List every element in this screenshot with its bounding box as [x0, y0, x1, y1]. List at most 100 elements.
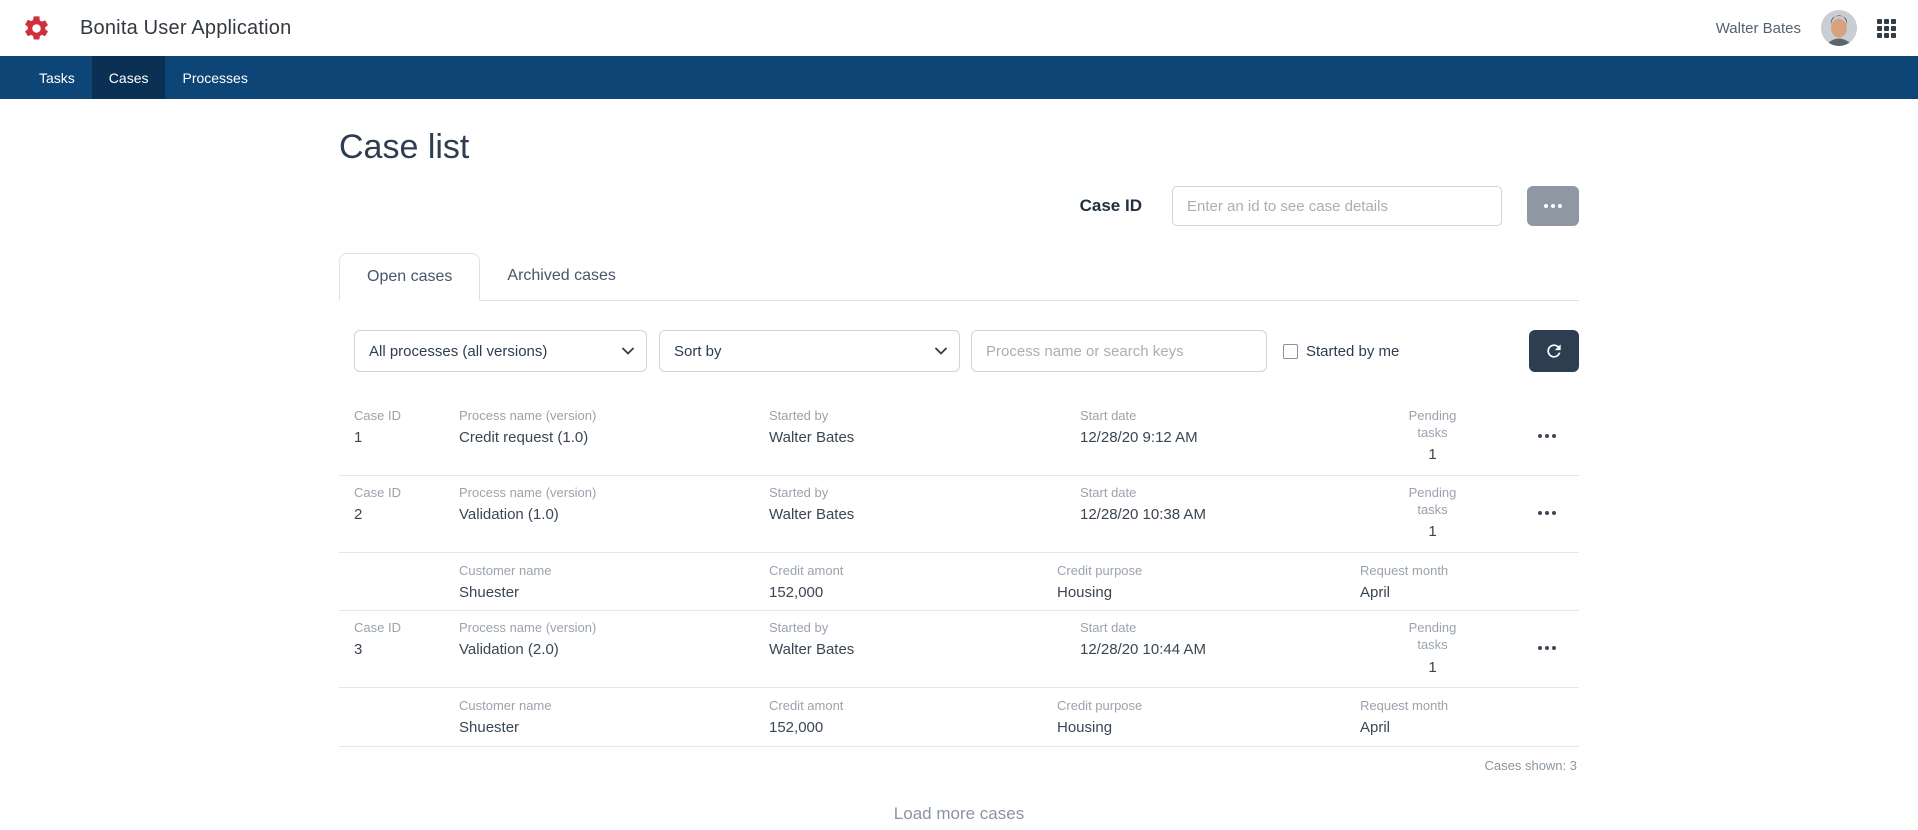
- column-label-case-id: Case ID: [354, 484, 401, 500]
- sort-by-select[interactable]: Sort by: [659, 330, 960, 372]
- column-label-pending-tasks: Pending tasks: [1408, 484, 1457, 517]
- started-by-me-label[interactable]: Started by me: [1306, 342, 1400, 360]
- customer-name-value: Shuester: [459, 719, 520, 737]
- main-navbar: Tasks Cases Processes: [0, 56, 1918, 99]
- cell-process-name: Process name (version) Validation (1.0): [459, 484, 769, 525]
- customer-name-value: Shuester: [459, 583, 520, 601]
- column-label-start-date: Start date: [1080, 484, 1137, 500]
- cell-pending-tasks: Pending tasks 1: [1350, 619, 1515, 677]
- case-actions-menu-button[interactable]: [1530, 638, 1564, 658]
- cell-process-name: Process name (version) Credit request (1…: [459, 407, 769, 448]
- nav-item-tasks[interactable]: Tasks: [39, 69, 75, 86]
- case-id-search-row: Case ID: [339, 186, 1579, 226]
- user-avatar[interactable]: [1821, 10, 1857, 46]
- cell-started-by: Started by Walter Bates: [769, 407, 1080, 448]
- case-details-row: Customer name Shuester Credit amont 152,…: [339, 688, 1579, 747]
- top-bar-right: Walter Bates: [1716, 10, 1896, 46]
- process-name-value: Validation (1.0): [459, 505, 559, 523]
- column-label-pending-tasks: Pending tasks: [1408, 620, 1457, 653]
- started-by-me-checkbox[interactable]: [1283, 343, 1298, 359]
- case-row: Case ID 3 Process name (version) Validat…: [339, 611, 1579, 747]
- refresh-icon: [1544, 341, 1564, 361]
- tab-archived-cases[interactable]: Archived cases: [507, 267, 616, 284]
- column-label-credit-amount: Credit amont: [769, 562, 844, 578]
- cell-pending-tasks: Pending tasks 1: [1350, 407, 1515, 465]
- column-label-started-by: Started by: [769, 620, 829, 636]
- column-label-request-month: Request month: [1360, 562, 1449, 578]
- case-id-label: Case ID: [1079, 196, 1142, 215]
- case-list: Case ID 1 Process name (version) Credit …: [339, 399, 1579, 773]
- cell-credit-amount: Credit amont 152,000: [769, 562, 1057, 603]
- pending-tasks-value: 1: [1428, 523, 1437, 541]
- case-actions-menu-button[interactable]: [1530, 503, 1564, 523]
- apps-grid-icon[interactable]: [1877, 18, 1896, 38]
- case-id-more-button[interactable]: [1527, 186, 1579, 226]
- cell-request-month: Request month April: [1360, 562, 1579, 603]
- cell-case-id: Case ID 2: [354, 484, 459, 525]
- column-label-customer-name: Customer name: [459, 562, 552, 578]
- case-actions-menu-button[interactable]: [1530, 426, 1564, 446]
- column-label-started-by: Started by: [769, 484, 829, 500]
- top-bar: Bonita User Application Walter Bates: [0, 0, 1918, 56]
- cell-start-date: Start date 12/28/20 10:38 AM: [1080, 484, 1350, 525]
- bonita-logo gear-icon: [22, 14, 51, 43]
- case-details-row: Customer name Shuester Credit amont 152,…: [339, 553, 1579, 612]
- case-row: Case ID 1 Process name (version) Credit …: [339, 399, 1579, 476]
- column-label-start-date: Start date: [1080, 620, 1137, 636]
- process-filter-select[interactable]: All processes (all versions): [354, 330, 647, 372]
- cell-pending-tasks: Pending tasks 1: [1350, 484, 1515, 542]
- cell-credit-purpose: Credit purpose Housing: [1057, 697, 1360, 738]
- process-name-value: Credit request (1.0): [459, 429, 589, 447]
- tab-open-cases[interactable]: Open cases: [339, 253, 481, 301]
- load-more-cases-button[interactable]: Load more cases: [893, 803, 1025, 823]
- column-label-credit-purpose: Credit purpose: [1057, 698, 1143, 714]
- column-label-process-name: Process name (version): [459, 620, 597, 636]
- pending-tasks-value: 1: [1428, 658, 1437, 676]
- column-label-process-name: Process name (version): [459, 484, 597, 500]
- refresh-button[interactable]: [1529, 330, 1579, 372]
- case-id-value: 2: [354, 505, 363, 523]
- cell-start-date: Start date 12/28/20 10:44 AM: [1080, 619, 1350, 660]
- credit-purpose-value: Housing: [1057, 719, 1113, 737]
- cell-request-month: Request month April: [1360, 697, 1579, 738]
- credit-purpose-value: Housing: [1057, 583, 1113, 601]
- request-month-value: April: [1360, 719, 1391, 737]
- case-tabs: Open cases Archived cases: [339, 253, 1579, 301]
- cell-started-by: Started by Walter Bates: [769, 484, 1080, 525]
- case-id-input[interactable]: [1172, 186, 1502, 226]
- cell-started-by: Started by Walter Bates: [769, 619, 1080, 660]
- nav-item-processes[interactable]: Processes: [182, 69, 248, 86]
- case-row: Case ID 2 Process name (version) Validat…: [339, 476, 1579, 612]
- case-id-value: 3: [354, 641, 363, 659]
- cases-shown-count: Cases shown: 3: [1484, 757, 1578, 773]
- column-label-request-month: Request month: [1360, 698, 1449, 714]
- cell-credit-purpose: Credit purpose Housing: [1057, 562, 1360, 603]
- column-label-credit-amount: Credit amont: [769, 698, 844, 714]
- column-label-started-by: Started by: [769, 408, 829, 423]
- cell-customer-name: Customer name Shuester: [459, 562, 769, 603]
- ellipsis-icon: [1538, 510, 1556, 515]
- start-date-value: 12/28/20 10:44 AM: [1080, 641, 1206, 659]
- filters-row: All processes (all versions) Sort by Sta…: [339, 330, 1579, 372]
- column-label-process-name: Process name (version): [459, 408, 597, 423]
- started-by-me-group: Started by me: [1283, 343, 1399, 360]
- main-content: Case list Case ID Open cases Archived ca…: [339, 128, 1579, 824]
- started-by-value: Walter Bates: [769, 429, 855, 447]
- app-title: Bonita User Application: [80, 16, 292, 39]
- start-date-value: 12/28/20 10:38 AM: [1080, 505, 1206, 523]
- column-label-case-id: Case ID: [354, 408, 401, 423]
- column-label-case-id: Case ID: [354, 620, 401, 636]
- cell-customer-name: Customer name Shuester: [459, 697, 769, 738]
- cell-start-date: Start date 12/28/20 9:12 AM: [1080, 407, 1350, 448]
- column-label-customer-name: Customer name: [459, 698, 552, 714]
- process-search-input[interactable]: [971, 330, 1267, 372]
- case-id-value: 1: [354, 429, 363, 447]
- pending-tasks-value: 1: [1428, 446, 1437, 464]
- page-title: Case list: [339, 128, 470, 166]
- ellipsis-icon: [1544, 204, 1562, 208]
- nav-item-cases[interactable]: Cases: [91, 56, 166, 99]
- cell-case-id: Case ID 1: [354, 407, 459, 448]
- cell-case-id: Case ID 3: [354, 619, 459, 660]
- started-by-value: Walter Bates: [769, 641, 855, 659]
- process-name-value: Validation (2.0): [459, 641, 559, 659]
